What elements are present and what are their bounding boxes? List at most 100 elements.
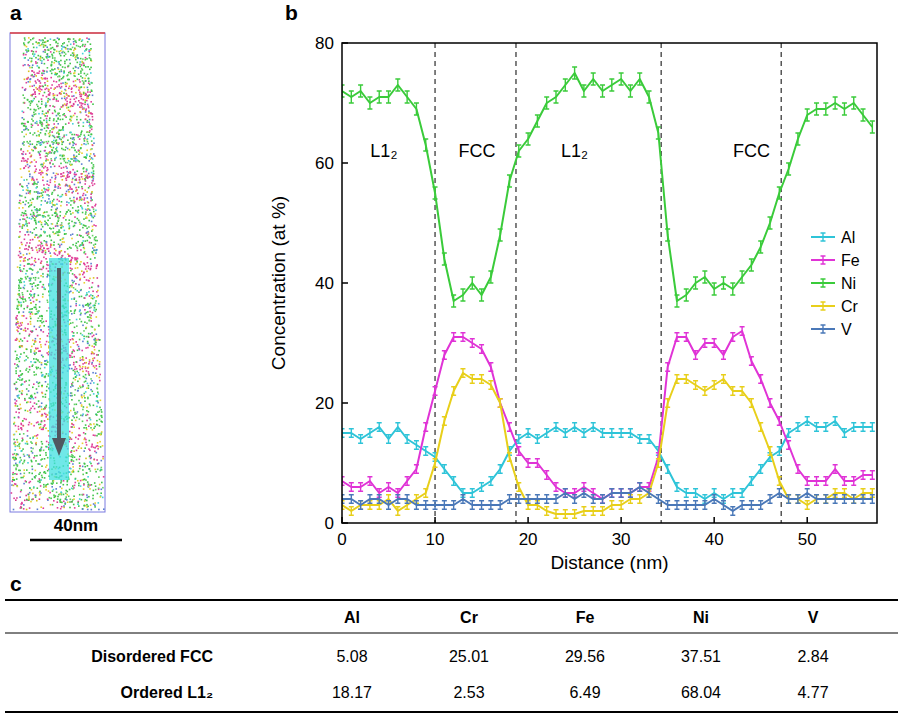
atom <box>84 478 86 480</box>
atom <box>92 358 94 360</box>
atom <box>71 116 73 118</box>
atom <box>34 159 36 161</box>
atom <box>60 155 62 157</box>
atom <box>43 212 45 214</box>
atom <box>68 222 70 224</box>
atom <box>22 212 24 214</box>
atom <box>47 59 49 61</box>
atom <box>86 370 88 372</box>
atom <box>25 134 27 136</box>
atom <box>34 183 36 185</box>
atom <box>53 120 55 122</box>
atom <box>61 244 63 246</box>
atom <box>25 49 27 51</box>
atom <box>50 77 52 79</box>
atom <box>34 326 36 328</box>
atom <box>91 60 93 62</box>
atom <box>89 112 91 114</box>
atom <box>35 443 37 445</box>
atom <box>94 297 96 299</box>
atom <box>65 219 67 221</box>
atom <box>13 439 15 441</box>
atom <box>71 313 73 315</box>
atom <box>73 504 75 506</box>
atom <box>39 316 41 318</box>
atom <box>80 87 82 89</box>
atom <box>49 217 51 219</box>
atom <box>92 326 94 328</box>
atom <box>97 384 99 386</box>
atom <box>42 123 44 125</box>
atom <box>98 325 100 327</box>
atom <box>73 226 75 228</box>
atom <box>68 95 70 97</box>
atom <box>49 151 51 153</box>
atom <box>74 297 76 299</box>
atom <box>29 101 31 103</box>
atom <box>58 131 60 133</box>
atom <box>88 209 90 211</box>
atom <box>92 207 94 209</box>
atom <box>71 432 73 434</box>
atom <box>78 435 80 437</box>
atom <box>79 296 81 298</box>
atom <box>45 396 47 398</box>
atom <box>64 115 66 117</box>
atom <box>59 53 61 55</box>
atom <box>70 247 72 249</box>
atom <box>46 341 48 343</box>
atom <box>85 479 87 481</box>
atom <box>22 420 24 422</box>
atom <box>87 465 89 467</box>
atom <box>31 202 33 204</box>
atom <box>15 446 17 448</box>
atom <box>91 444 93 446</box>
atom <box>47 49 49 51</box>
atom <box>39 350 41 352</box>
atom <box>65 53 67 55</box>
atom <box>92 247 94 249</box>
atom <box>39 250 41 252</box>
atom <box>98 286 100 288</box>
atom <box>83 65 85 67</box>
atom <box>24 64 26 66</box>
atom <box>23 454 25 456</box>
atom <box>20 280 22 282</box>
atom <box>18 325 20 327</box>
atom <box>61 173 63 175</box>
atom <box>69 431 71 433</box>
atom <box>89 119 91 121</box>
atom <box>33 371 35 373</box>
atom <box>29 205 31 207</box>
atom <box>92 176 94 178</box>
atom <box>67 38 69 40</box>
atom <box>20 423 22 425</box>
atom <box>82 421 84 423</box>
atom <box>35 279 37 281</box>
atom <box>48 195 50 197</box>
atom <box>67 248 69 250</box>
atom <box>68 209 70 211</box>
atom <box>70 172 72 174</box>
atom <box>92 226 94 228</box>
atom <box>30 295 32 297</box>
atom <box>21 345 23 347</box>
atom <box>85 505 87 507</box>
atom <box>62 66 64 68</box>
atom <box>96 414 98 416</box>
atom <box>81 98 83 100</box>
atom <box>86 420 88 422</box>
atom <box>84 101 86 103</box>
atom <box>14 384 16 386</box>
atom <box>86 169 88 171</box>
atom <box>70 285 72 287</box>
atom <box>83 199 85 201</box>
atom <box>24 398 26 400</box>
atom <box>83 65 85 67</box>
atom <box>37 79 39 81</box>
atom <box>97 388 99 390</box>
atom <box>97 448 99 450</box>
atom <box>75 66 77 68</box>
atom <box>30 109 32 111</box>
atom <box>29 57 31 59</box>
